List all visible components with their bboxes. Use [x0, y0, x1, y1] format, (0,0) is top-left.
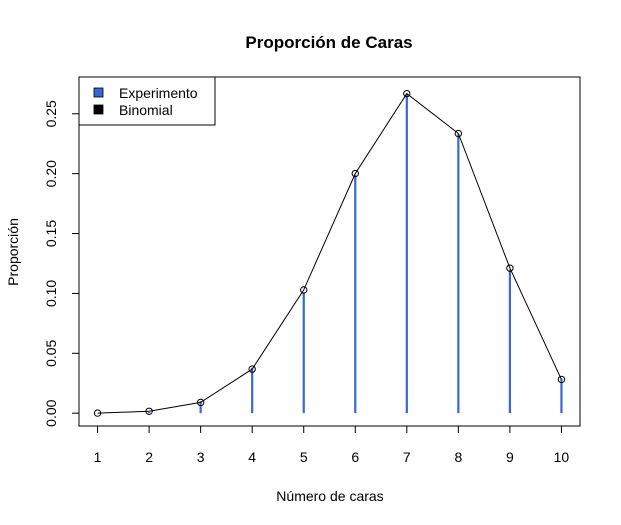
y-axis: 0.00 0.05 0.10 0.15 0.20 0.25: [43, 100, 80, 427]
binomial-point: [403, 89, 411, 98]
y-tick-label: 0.20: [43, 160, 59, 187]
x-tick-label: 6: [351, 449, 359, 465]
legend-label-binomial: Binomial: [119, 102, 173, 118]
y-tick-label: 0.25: [43, 100, 59, 127]
chart-title: Proporción de Caras: [245, 33, 412, 52]
binomial-point: [351, 169, 359, 178]
y-tick-label: 0.05: [43, 339, 59, 366]
experimento-series: [147, 93, 563, 414]
legend-box: [78, 76, 216, 126]
x-tick-label: 7: [403, 449, 411, 465]
binomial-point: [506, 264, 514, 272]
legend: Experimento Binomial: [78, 76, 216, 126]
binomial-series: [93, 89, 566, 417]
x-tick-label: 10: [554, 449, 570, 465]
binomial-line: [97, 92, 562, 414]
x-tick-label: 9: [506, 449, 514, 465]
binomial-point: [557, 375, 566, 384]
plot-box: [78, 76, 581, 427]
legend-label-experimento: Experimento: [119, 85, 198, 101]
legend-swatch-binomial: [93, 104, 104, 115]
x-axis-label: Número de caras: [276, 488, 383, 504]
x-tick-label: 4: [248, 449, 256, 465]
x-tick-label: 2: [145, 449, 153, 465]
y-tick-label: 0.00: [43, 399, 59, 426]
x-axis: 1 2 3 4 5 6 7 8 9 10: [94, 425, 570, 465]
binomial-point: [145, 407, 153, 415]
binomial-point: [300, 286, 308, 294]
legend-swatch-experimento: [93, 87, 104, 98]
binomial-point: [93, 409, 102, 417]
y-axis-label: Proporción: [5, 218, 21, 286]
binomial-point: [196, 398, 205, 407]
x-tick-label: 8: [454, 449, 462, 465]
binomial-point: [454, 129, 463, 138]
y-tick-label: 0.10: [43, 280, 59, 307]
x-tick-label: 5: [300, 449, 308, 465]
x-tick-label: 1: [94, 449, 102, 465]
x-tick-label: 3: [197, 449, 205, 465]
y-tick-label: 0.15: [43, 220, 59, 247]
binomial-point: [248, 365, 256, 373]
